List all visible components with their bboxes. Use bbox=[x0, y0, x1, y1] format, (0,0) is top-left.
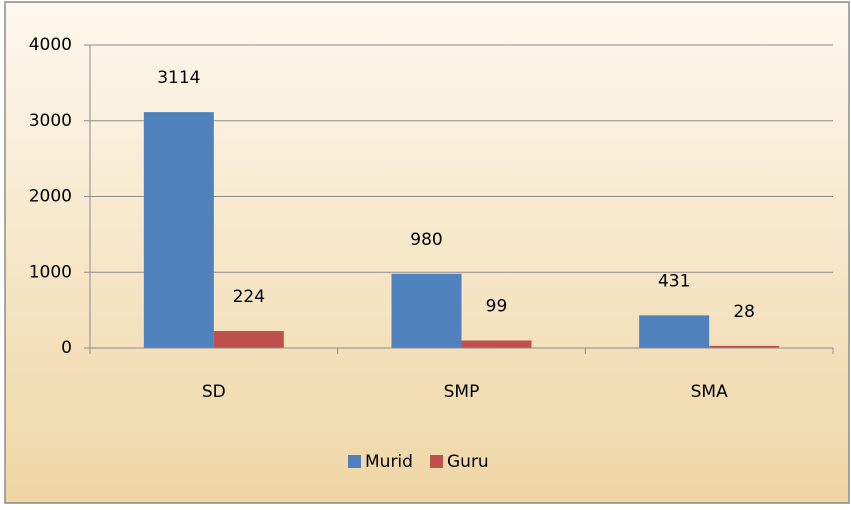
bar bbox=[143, 112, 214, 348]
data-label: 99 bbox=[486, 297, 508, 317]
x-tick-label: SMP bbox=[444, 382, 480, 402]
data-label: 224 bbox=[233, 287, 265, 307]
y-tick-label: 0 bbox=[61, 338, 72, 358]
legend-label: Murid bbox=[365, 452, 413, 472]
legend-label: Guru bbox=[447, 452, 489, 472]
chart-frame bbox=[4, 1, 850, 504]
data-label: 3114 bbox=[157, 68, 200, 88]
data-label: 980 bbox=[410, 230, 442, 250]
y-tick-label: 3000 bbox=[29, 111, 72, 131]
data-label: 28 bbox=[733, 302, 755, 322]
bar bbox=[639, 315, 710, 348]
y-tick-label: 1000 bbox=[29, 262, 72, 282]
legend-swatch bbox=[430, 455, 443, 468]
bar bbox=[461, 340, 532, 348]
y-tick-label: 2000 bbox=[29, 187, 72, 207]
bar bbox=[213, 331, 284, 348]
x-tick-label: SD bbox=[202, 382, 226, 402]
bar bbox=[709, 345, 780, 348]
bar bbox=[391, 273, 462, 348]
data-label: 431 bbox=[658, 271, 690, 291]
x-tick-label: SMA bbox=[691, 382, 728, 402]
legend-swatch bbox=[348, 455, 361, 468]
y-tick-label: 4000 bbox=[29, 35, 72, 55]
